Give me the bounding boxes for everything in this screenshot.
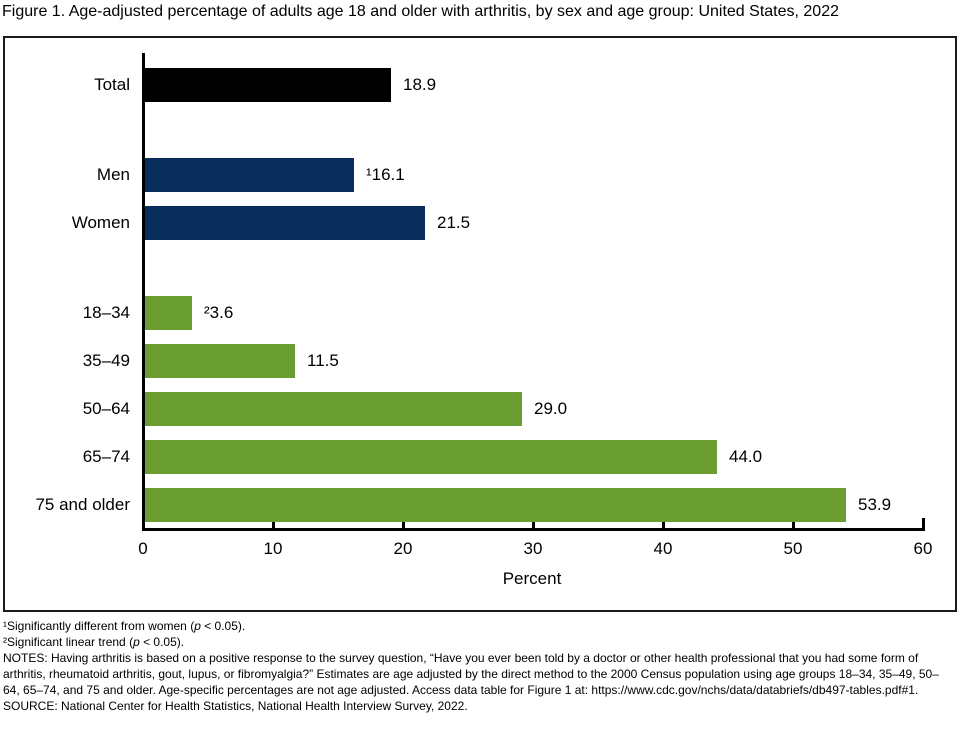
category-label: 65–74	[82, 447, 130, 466]
x-axis-title: Percent	[502, 569, 562, 588]
x-tick	[532, 518, 535, 528]
footnote-line: ¹Significantly different from women (p <…	[3, 619, 246, 633]
x-tick-label: 20	[393, 539, 413, 558]
x-tick-label: 60	[913, 539, 933, 558]
value-label: 18.9	[403, 75, 437, 94]
x-tick	[402, 518, 405, 528]
value-label: 29.0	[534, 399, 568, 418]
footnote-line: ²Significant linear trend (p < 0.05).	[3, 635, 185, 649]
value-label: ²3.6	[204, 303, 234, 322]
y-axis-line	[142, 53, 145, 528]
figure-title: Figure 1. Age-adjusted percentage of adu…	[2, 3, 839, 20]
category-label: 75 and older	[35, 495, 130, 514]
footnote-line: NOTES: Having arthritis is based on a po…	[3, 651, 939, 697]
bar	[145, 440, 717, 474]
footnote-line: SOURCE: National Center for Health Stati…	[3, 699, 468, 713]
bar	[145, 344, 295, 378]
value-label: 21.5	[437, 213, 471, 232]
x-tick	[792, 518, 795, 528]
category-label: Total	[94, 75, 130, 94]
value-label: ¹16.1	[366, 165, 405, 184]
x-tick	[272, 518, 275, 528]
category-label: 35–49	[82, 351, 130, 370]
x-tick-label: 50	[783, 539, 803, 558]
value-label: 53.9	[858, 495, 892, 514]
bar	[145, 392, 522, 426]
category-label: 18–34	[82, 303, 130, 322]
bar	[145, 68, 391, 102]
footnotes: ¹Significantly different from women (p <…	[3, 618, 954, 714]
x-tick-label: 30	[523, 539, 543, 558]
x-tick	[662, 518, 665, 528]
x-axis-line	[142, 528, 925, 531]
x-tick	[922, 518, 925, 528]
bar	[145, 158, 354, 192]
category-label: 50–64	[82, 399, 130, 418]
value-label: 11.5	[307, 351, 339, 370]
category-label: Men	[96, 165, 130, 184]
x-tick-label: 40	[653, 539, 673, 558]
value-label: 44.0	[729, 447, 763, 466]
x-tick-label: 10	[263, 539, 283, 558]
x-tick-label: 0	[138, 539, 148, 558]
category-label: Women	[71, 213, 130, 232]
bar	[145, 296, 192, 330]
bar	[145, 206, 425, 240]
bar	[145, 488, 846, 522]
